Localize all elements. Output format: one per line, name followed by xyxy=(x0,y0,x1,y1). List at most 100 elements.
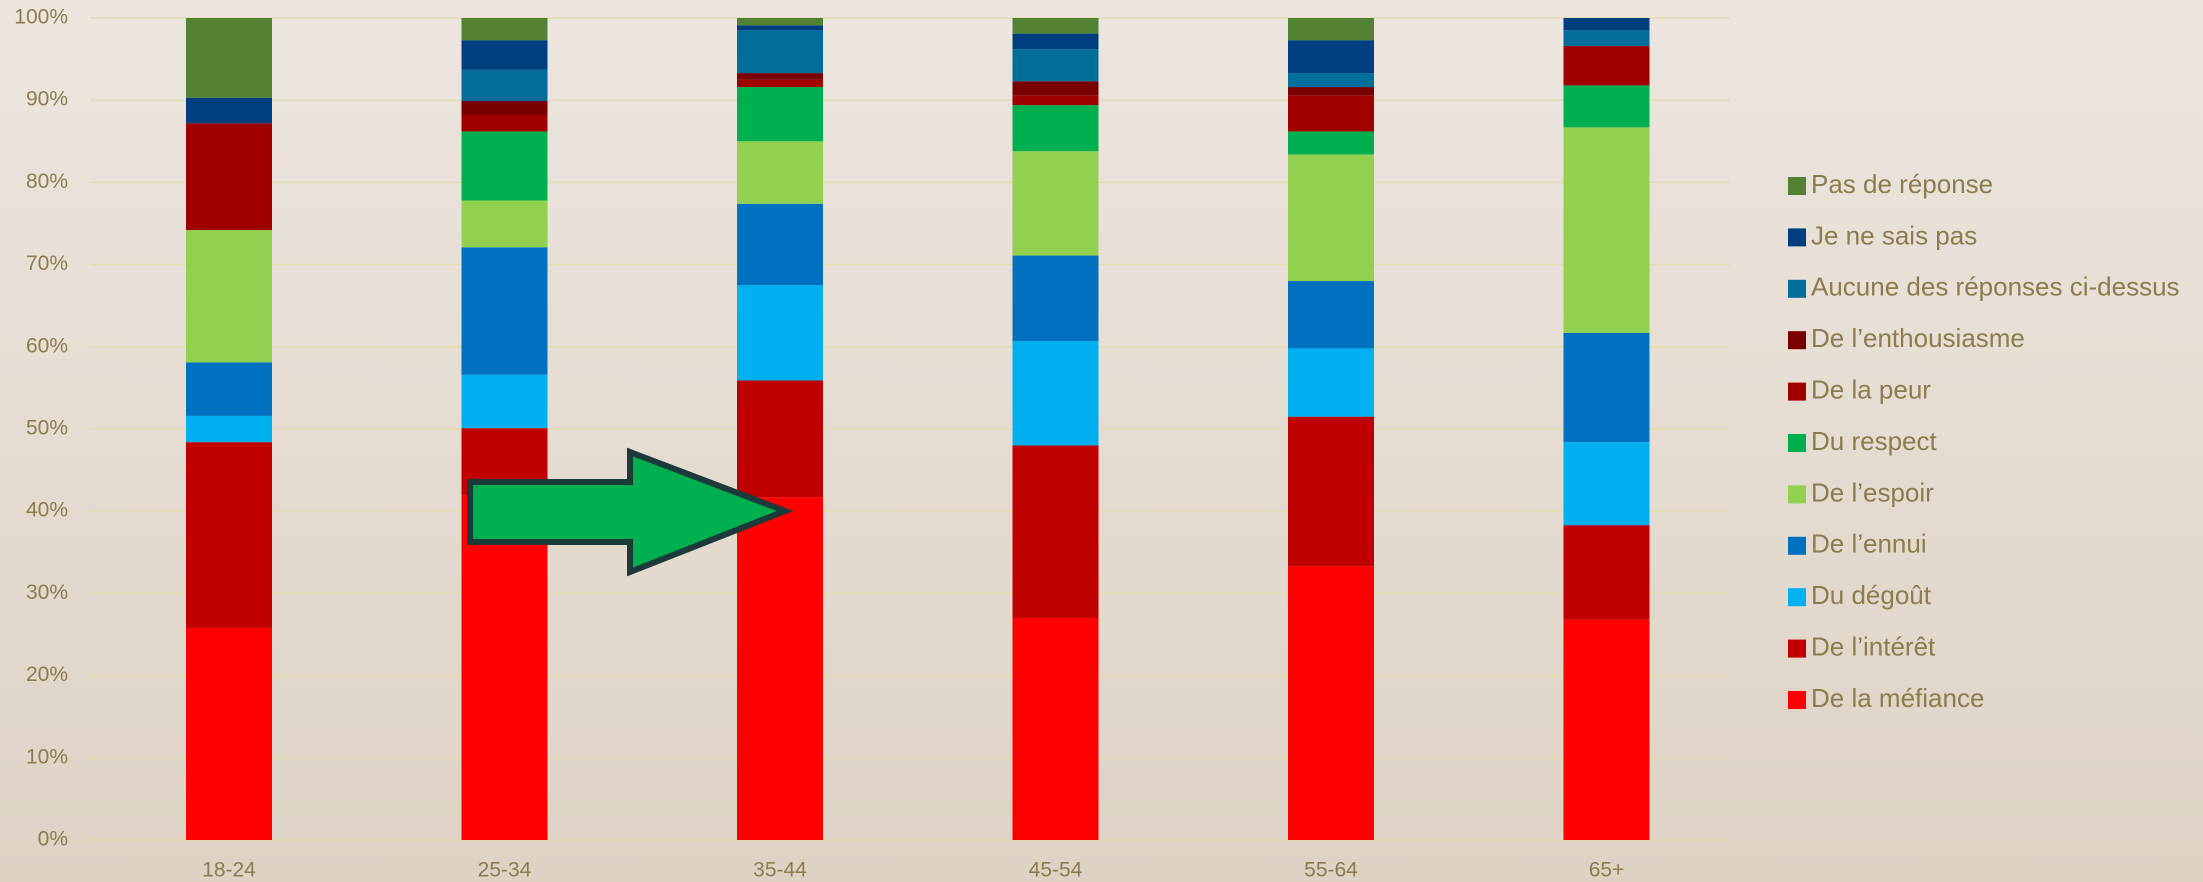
bar-segment xyxy=(461,40,548,70)
legend-swatch xyxy=(1788,639,1806,658)
bar-segment xyxy=(461,494,548,840)
legend-swatch xyxy=(1788,691,1806,709)
legend-swatch xyxy=(1788,228,1806,247)
bar-segment xyxy=(1288,566,1374,840)
y-tick-label: 90% xyxy=(26,88,68,111)
y-tick-label: 0% xyxy=(38,828,68,851)
bar-segment xyxy=(737,18,823,26)
bar-segment xyxy=(461,114,548,132)
legend-label: Du respect xyxy=(1811,426,1937,456)
x-tick-label: 25-34 xyxy=(478,859,532,882)
x-tick-label: 18-24 xyxy=(202,859,256,882)
bar-segment xyxy=(1563,85,1650,128)
x-tick-label: 65+ xyxy=(1589,859,1625,882)
legend-swatch xyxy=(1788,279,1806,298)
y-tick-label: 80% xyxy=(26,170,68,193)
bar-segment xyxy=(1288,348,1374,417)
x-tick-label: 45-54 xyxy=(1029,859,1083,882)
bar-segment xyxy=(1012,341,1099,446)
legend-swatch xyxy=(1788,588,1806,607)
bar-segment xyxy=(737,73,823,80)
bar-segment xyxy=(186,627,272,840)
bar-segment xyxy=(461,101,548,115)
bar-segment xyxy=(1288,281,1374,349)
legend-swatch xyxy=(1788,177,1806,195)
bar-segment xyxy=(1563,45,1650,86)
bar-segment xyxy=(1288,154,1374,282)
bar-segment xyxy=(1012,81,1099,96)
x-tick-label: 55-64 xyxy=(1304,859,1358,882)
bar-segment xyxy=(1563,525,1650,620)
bar-segment xyxy=(1288,416,1374,567)
y-tick-label: 20% xyxy=(26,663,68,686)
legend-label: De l’espoir xyxy=(1811,477,1934,507)
bar-segment xyxy=(1288,73,1374,88)
y-tick-label: 10% xyxy=(26,745,68,768)
bar-segment xyxy=(737,30,823,74)
bar-segment xyxy=(1563,442,1650,526)
y-tick-label: 50% xyxy=(26,417,68,440)
bar-segment xyxy=(1012,445,1099,619)
bar-segment xyxy=(186,123,272,231)
bar-segment xyxy=(186,362,272,416)
bar-segment xyxy=(737,141,823,204)
bar-segment xyxy=(186,442,272,628)
bar-segment xyxy=(186,415,272,443)
arrow xyxy=(467,447,794,577)
y-tick-label: 60% xyxy=(26,334,68,357)
plot-area: 0% 10% 20% 30% 40% 50% 60% 70% 80% 90% 100% 18-24 25… xyxy=(14,6,2179,882)
y-tick-label: 100% xyxy=(14,6,68,29)
bar-segment xyxy=(1288,87,1374,96)
bar-segment xyxy=(1563,18,1650,31)
legend-label: De l’ennui xyxy=(1811,529,1927,559)
bar-segment xyxy=(737,497,823,840)
bar-segment xyxy=(461,200,548,248)
bar-segment xyxy=(1012,49,1099,82)
bar-segment xyxy=(1012,255,1099,342)
legend-label: De l’intérêt xyxy=(1811,631,1936,661)
bar-segment xyxy=(737,380,823,498)
y-tick-label: 40% xyxy=(26,499,68,522)
bar-segment xyxy=(1012,18,1099,34)
bar-segment xyxy=(737,203,823,286)
legend-swatch xyxy=(1788,382,1806,401)
legend-label: De la peur xyxy=(1811,374,1931,404)
bar-segment xyxy=(1012,33,1099,50)
bar-segment xyxy=(186,97,272,124)
bar-segment xyxy=(1563,332,1650,443)
bar-segment xyxy=(1288,131,1374,155)
bar-segment xyxy=(461,374,548,429)
bar-segment xyxy=(1012,105,1099,152)
legend-label: Du dégoût xyxy=(1811,580,1932,610)
bar-segment xyxy=(461,131,548,201)
bar-segment xyxy=(1288,95,1374,132)
legend-label: De l’enthousiasme xyxy=(1811,323,2025,353)
legend-label: De la méfiance xyxy=(1811,683,1984,713)
bar-segment xyxy=(737,285,823,381)
bar-segment xyxy=(737,25,823,31)
bar-segment xyxy=(1563,619,1650,840)
x-tick-label: 35-44 xyxy=(753,859,807,882)
bar-segment xyxy=(1012,618,1099,840)
bar-segment xyxy=(186,230,272,363)
bar-segment xyxy=(461,18,548,41)
legend-swatch xyxy=(1788,331,1806,350)
bar-segment xyxy=(1012,95,1099,106)
bar-segment xyxy=(737,79,823,88)
legend-swatch xyxy=(1788,434,1806,452)
bar-segment xyxy=(1012,151,1099,256)
legend-swatch xyxy=(1788,485,1806,504)
bar-segment xyxy=(1288,40,1374,74)
y-tick-label: 30% xyxy=(26,581,68,604)
bar-segment xyxy=(737,87,823,142)
bar-segment xyxy=(186,18,272,98)
bar-segment xyxy=(1563,127,1650,333)
y-tick-label: 70% xyxy=(26,252,68,275)
bar-segment xyxy=(1288,18,1374,41)
legend-swatch xyxy=(1788,536,1806,555)
legend-label: Pas de réponse xyxy=(1811,169,1993,199)
legend-label: Je ne sais pas xyxy=(1811,220,1977,250)
legend-label: Aucune des réponses ci-dessus xyxy=(1811,272,2180,302)
